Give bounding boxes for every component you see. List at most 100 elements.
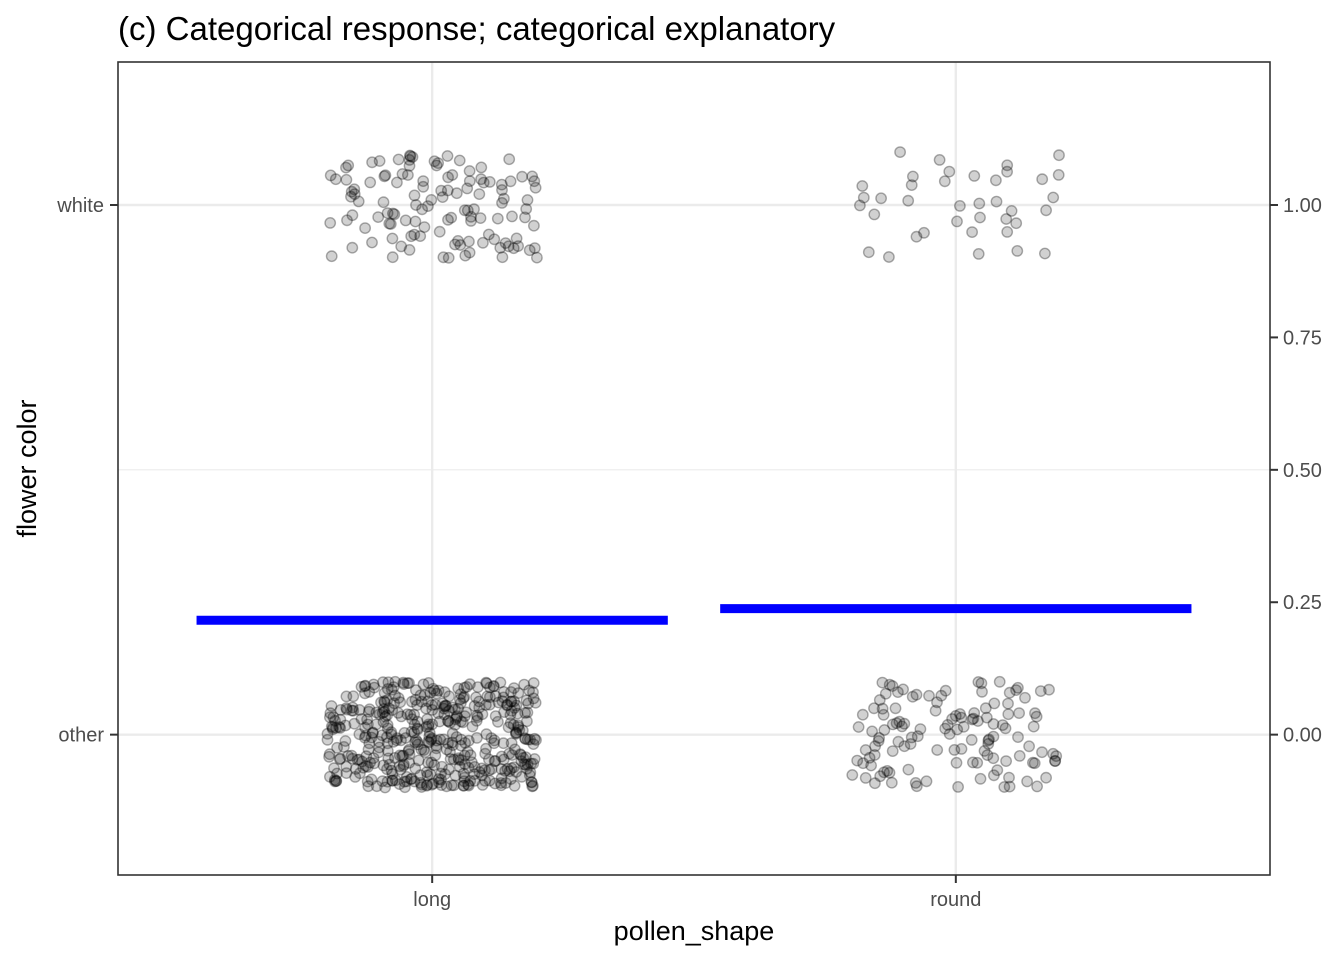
data-point-round-other — [955, 743, 968, 755]
data-point-long-other — [368, 681, 381, 694]
data-point-round-other — [1036, 746, 1048, 759]
data-point-long-other — [329, 714, 341, 727]
data-point-long-other — [447, 753, 460, 766]
data-point-long-other — [358, 687, 371, 700]
data-point-long-other — [527, 779, 539, 792]
data-point-round-other — [911, 730, 924, 743]
data-point-long-other — [353, 704, 366, 716]
data-point-round-white — [910, 230, 923, 243]
data-point-long-other — [356, 755, 368, 768]
data-point-round-white — [938, 175, 951, 188]
data-point-long-other — [342, 750, 354, 762]
data-point-long-white — [495, 178, 508, 191]
data-point-long-other — [471, 711, 484, 723]
data-point-long-other — [473, 766, 486, 778]
data-point-long-other — [397, 678, 410, 690]
data-point-long-other — [511, 707, 524, 720]
data-point-round-other — [873, 694, 886, 706]
data-point-long-other — [359, 729, 372, 742]
data-point-round-other — [1043, 683, 1055, 696]
data-point-long-other — [421, 769, 434, 782]
data-point-round-white — [1011, 244, 1024, 257]
data-point-round-other — [892, 735, 905, 748]
data-point-long-other — [428, 759, 441, 771]
data-point-long-other — [389, 689, 401, 702]
data-point-long-other — [361, 761, 374, 773]
data-point-long-other — [508, 761, 520, 774]
y2-tick-label: 0.75 — [1283, 327, 1322, 349]
data-point-long-white — [416, 203, 428, 216]
data-point-long-other — [425, 778, 438, 791]
data-point-long-other — [386, 774, 399, 787]
data-point-long-other — [427, 682, 440, 695]
data-point-round-other — [955, 711, 968, 724]
data-point-long-other — [421, 713, 434, 726]
data-point-long-other — [464, 775, 477, 787]
data-point-long-other — [512, 687, 525, 699]
data-point-long-other — [457, 779, 470, 792]
data-point-long-other — [505, 686, 517, 698]
data-point-long-white — [437, 251, 450, 264]
data-point-long-other — [504, 773, 517, 785]
data-point-round-other — [971, 756, 984, 769]
data-point-long-white — [454, 239, 467, 251]
data-point-round-other — [929, 704, 942, 717]
data-point-long-other — [387, 735, 400, 748]
data-point-long-white — [340, 173, 353, 186]
data-point-long-white — [442, 171, 454, 184]
data-point-long-other — [398, 775, 411, 788]
data-point-long-other — [489, 777, 501, 790]
data-point-round-other — [967, 756, 979, 769]
data-point-long-other — [392, 707, 405, 719]
data-point-long-other — [470, 709, 483, 722]
data-point-long-other — [482, 753, 495, 766]
data-point-long-other — [480, 677, 493, 690]
data-point-long-other — [323, 711, 336, 724]
data-point-long-other — [462, 779, 475, 792]
data-point-round-other — [993, 675, 1006, 688]
data-point-long-other — [400, 775, 413, 788]
data-point-long-white — [430, 159, 443, 172]
data-point-long-white — [373, 155, 386, 167]
data-point-long-other — [388, 697, 400, 710]
data-point-round-other — [965, 734, 978, 746]
data-point-long-other — [340, 767, 353, 779]
data-point-long-other — [530, 734, 542, 746]
data-point-long-white — [441, 184, 454, 197]
y2-tick-label: 0.50 — [1283, 460, 1322, 482]
data-point-long-other — [525, 776, 538, 788]
data-point-long-other — [483, 698, 496, 711]
data-point-long-other — [479, 699, 492, 711]
data-point-long-other — [399, 732, 412, 744]
data-point-round-other — [898, 740, 911, 753]
data-point-long-other — [372, 735, 385, 748]
data-point-long-other — [353, 728, 366, 741]
data-point-round-other — [999, 722, 1012, 735]
data-point-round-white — [966, 226, 978, 239]
data-point-long-other — [323, 750, 335, 763]
data-point-long-other — [494, 777, 507, 789]
data-point-long-other — [483, 681, 496, 694]
data-point-long-white — [483, 175, 496, 188]
data-point-long-white — [476, 236, 489, 249]
data-point-long-other — [497, 737, 510, 750]
data-point-long-other — [485, 763, 498, 775]
x-tick-label-long: long — [413, 889, 451, 911]
data-point-long-other — [376, 775, 389, 788]
data-point-long-white — [475, 173, 487, 186]
data-point-round-other — [954, 708, 966, 720]
data-point-long-white — [418, 221, 431, 234]
data-point-long-white — [502, 240, 515, 253]
data-point-round-other — [1049, 755, 1062, 767]
data-point-round-other — [975, 677, 988, 690]
data-point-round-other — [902, 763, 915, 776]
data-point-long-other — [401, 677, 414, 689]
data-point-long-other — [434, 733, 447, 746]
data-point-long-other — [396, 750, 408, 762]
data-point-long-other — [379, 781, 391, 794]
data-point-long-white — [384, 218, 397, 230]
data-point-round-white — [875, 192, 887, 205]
data-point-long-other — [394, 696, 407, 709]
data-point-long-white — [461, 182, 474, 195]
data-point-long-white — [531, 251, 543, 264]
